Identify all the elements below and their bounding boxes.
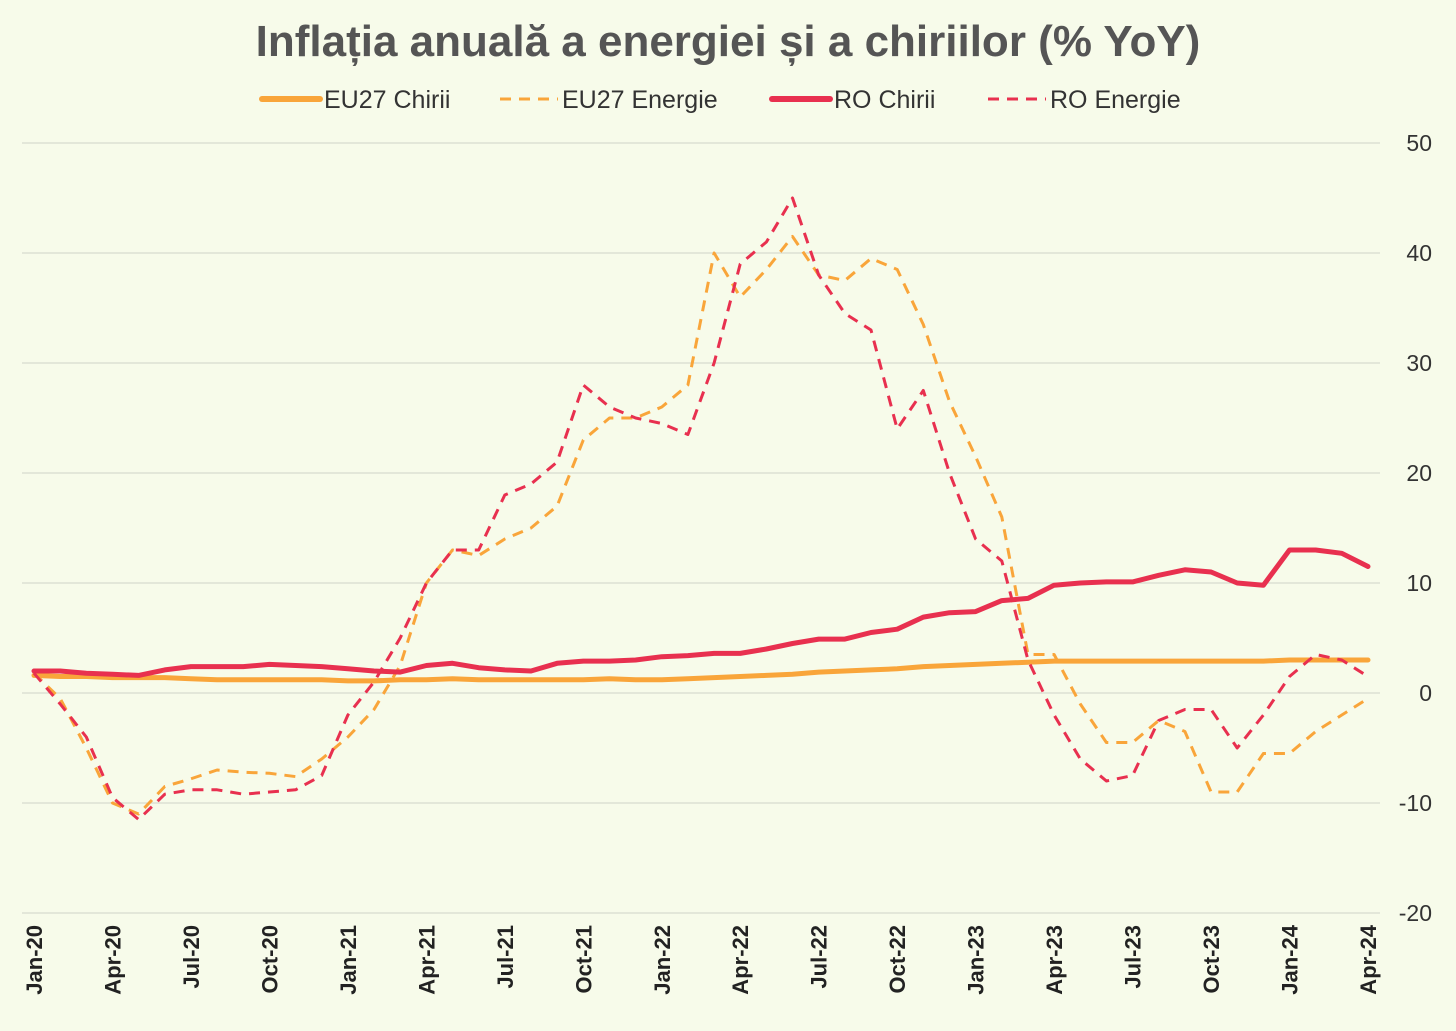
x-tick-label: Jan-22 xyxy=(650,925,675,995)
x-tick-label: Oct-21 xyxy=(571,925,596,993)
legend-label-eu27-chirii: EU27 Chirii xyxy=(324,86,450,114)
x-tick-label: Jul-20 xyxy=(179,925,204,989)
x-tick-label: Apr-22 xyxy=(728,925,753,995)
x-tick-label: Jan-23 xyxy=(964,925,989,995)
x-tick-label: Apr-23 xyxy=(1042,925,1067,995)
x-tick-label: Apr-20 xyxy=(100,925,125,995)
legend-label-eu27-energie: EU27 Energie xyxy=(562,86,718,114)
chart-title: Inflația anuală a energiei și a chiriilo… xyxy=(256,17,1201,66)
series-line-ro-energie xyxy=(32,196,1369,821)
x-tick-label: Oct-23 xyxy=(1199,925,1224,993)
y-tick-label: 10 xyxy=(1406,570,1432,596)
gridlines xyxy=(22,142,1380,914)
legend-label-ro-chirii: RO Chirii xyxy=(834,86,935,114)
series-line-ro-chirii xyxy=(31,547,1371,678)
x-tick-label: Jul-23 xyxy=(1121,925,1146,989)
y-tick-label: -20 xyxy=(1399,900,1432,926)
x-tick-label: Jul-22 xyxy=(807,925,832,989)
y-tick-label: -10 xyxy=(1399,790,1432,816)
x-tick-label: Jan-20 xyxy=(22,925,47,995)
y-tick-label: 50 xyxy=(1406,130,1432,156)
x-tick-label: Apr-21 xyxy=(414,925,439,995)
x-tick-label: Oct-20 xyxy=(257,925,282,993)
x-tick-label: Oct-22 xyxy=(885,925,910,993)
legend-label-ro-energie: RO Energie xyxy=(1050,86,1181,114)
y-tick-label: 0 xyxy=(1419,680,1432,706)
x-tick-label: Jul-21 xyxy=(493,925,518,989)
series-line-eu27-chirii xyxy=(31,657,1371,684)
x-tick-label: Jan-24 xyxy=(1278,924,1303,994)
y-tick-label: 20 xyxy=(1406,460,1432,486)
x-tick-label: Jan-21 xyxy=(336,925,361,995)
y-tick-label: 30 xyxy=(1406,350,1432,376)
y-tick-label: 40 xyxy=(1406,240,1432,266)
x-tick-label: Apr-24 xyxy=(1356,924,1381,994)
series-line-eu27-energie xyxy=(32,235,1369,816)
x-axis: Jan-20 Apr-20 Jul-20 Oct-20 Jan-21 Apr-21 Jul-… xyxy=(22,924,1381,994)
chart-legend: EU27 Chirii EU27 Energie RO Chirii RO Energ… xyxy=(259,86,1181,114)
y-axis: 50 40 30 20 10 0 -10 -20 xyxy=(1399,130,1432,926)
series-lines xyxy=(31,196,1371,821)
